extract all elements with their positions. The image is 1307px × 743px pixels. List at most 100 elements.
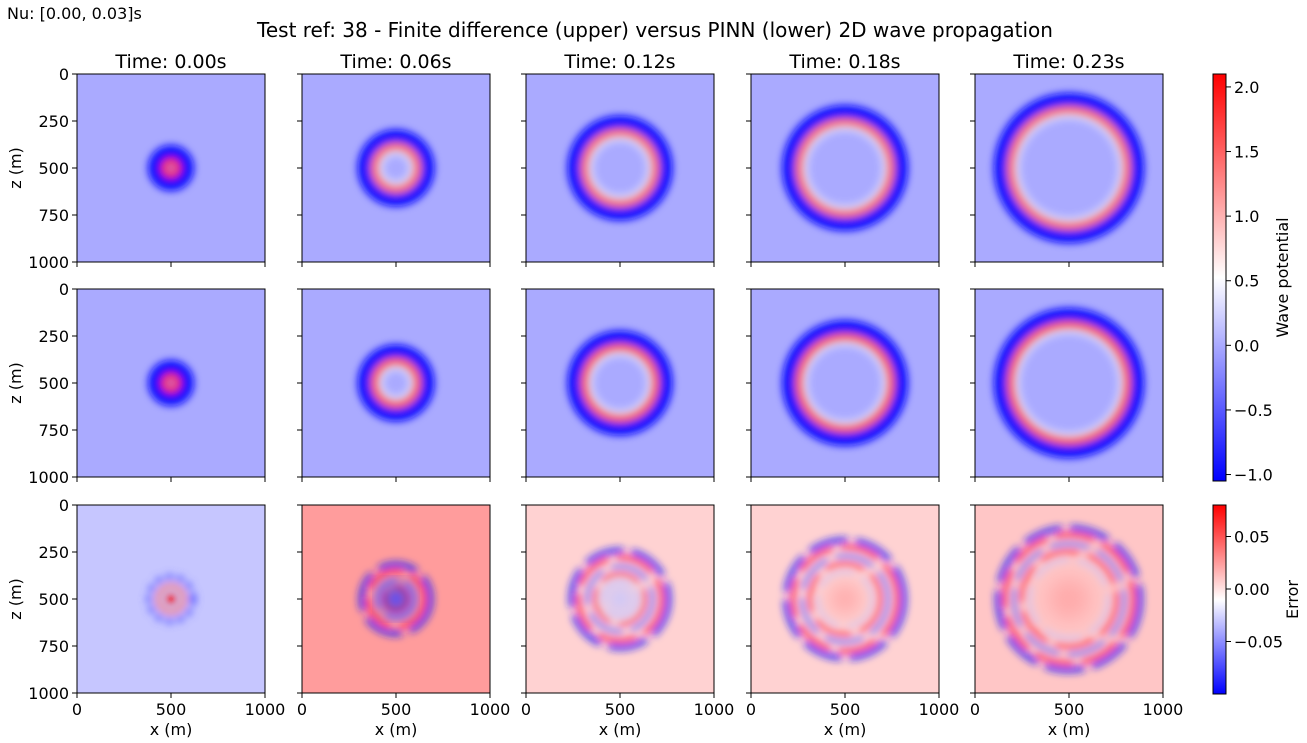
colorbar-tick-label: 0.00 <box>1234 580 1270 599</box>
wavefront-negative-ring <box>782 320 908 446</box>
y-tick-label: 750 <box>38 206 69 225</box>
colorbar-wave-potential: 2.0 1.5 1.0 0.5 0.0 −0.5 −1.0 Wave potential <box>1212 73 1292 485</box>
x-tick-label: 1000 <box>694 700 735 719</box>
column-time-title: Time: 0.18s <box>788 51 900 73</box>
y-tick-label: 500 <box>38 590 69 609</box>
panel-pinn-2 <box>521 288 715 482</box>
source-core <box>167 379 175 387</box>
error-ring <box>568 547 672 651</box>
error-ring <box>359 562 433 636</box>
colorbar-gradient <box>1213 74 1226 481</box>
heatmap-field <box>77 74 265 262</box>
heatmap-field <box>751 74 939 262</box>
column-time-title: Time: 0.00s <box>114 51 226 73</box>
panel-pinn-1 <box>297 288 491 482</box>
x-axis-label: x (m) <box>150 720 193 739</box>
wavefront-positive-ring <box>370 357 422 409</box>
heatmap-field <box>302 505 490 693</box>
colorbar-tick-label: 1.0 <box>1234 207 1259 226</box>
wavefront-positive-ring <box>795 333 895 433</box>
wavefront-positive-ring <box>580 343 660 423</box>
heatmap-field <box>77 505 265 693</box>
wavefront-negative-ring <box>567 115 673 221</box>
y-axis-label: z (m) <box>6 578 25 620</box>
x-tick-label: 0 <box>746 700 756 719</box>
panel-pinn-0: 0 250 500 750 1000 z (m) <box>6 280 266 487</box>
heatmap-field <box>975 505 1163 693</box>
error-core <box>384 587 408 611</box>
x-axis-label: x (m) <box>1048 720 1091 739</box>
heatmap-field <box>526 505 714 693</box>
y-tick-label: 750 <box>38 637 69 656</box>
wavefront-zero-ring <box>589 352 651 414</box>
colorbar-gradient <box>1213 505 1226 694</box>
error-ring <box>783 537 907 661</box>
wavefront-zero-ring <box>804 127 886 209</box>
x-tick-label: 0 <box>297 700 307 719</box>
y-tick-label: 500 <box>38 374 69 393</box>
x-tick-label: 500 <box>156 700 187 719</box>
colorbar-tick-label: 1.5 <box>1234 143 1259 162</box>
panel-finite-difference-2: Time: 0.12s <box>521 51 715 267</box>
x-tick-label: 1000 <box>919 700 960 719</box>
wavefront-zero-ring <box>804 342 886 424</box>
colorbar-frame <box>1212 504 1227 695</box>
x-tick-label: 500 <box>381 700 412 719</box>
panel-error-3: 0 500 1000 x (m) <box>746 504 960 739</box>
heatmap-background <box>302 74 490 262</box>
x-tick-label: 1000 <box>245 700 286 719</box>
x-tick-label: 0 <box>970 700 980 719</box>
wavefront-negative-ring <box>148 360 194 406</box>
error-ring <box>375 578 417 620</box>
panel-pinn-3 <box>746 288 940 482</box>
wavefront-positive-ring <box>370 142 422 194</box>
error-ring <box>146 574 196 624</box>
error-ring <box>800 554 890 644</box>
y-tick-label: 1000 <box>28 253 69 272</box>
wavefront-negative-ring <box>993 92 1145 244</box>
heatmap-field <box>526 289 714 477</box>
x-tick-label: 0 <box>521 700 531 719</box>
error-ring <box>156 584 186 614</box>
y-tick-label: 250 <box>38 543 69 562</box>
heatmap-background <box>751 289 939 477</box>
x-tick-label: 0 <box>72 700 82 719</box>
error-ring <box>816 570 874 628</box>
colorbar-tick-label: −0.05 <box>1234 633 1283 652</box>
wavefront-positive-ring <box>795 118 895 218</box>
heatmap-field <box>975 74 1163 262</box>
colorbars: 2.0 1.5 1.0 0.5 0.0 −0.5 −1.0 Wave potential 0.0… <box>1212 73 1302 695</box>
error-core <box>604 583 636 615</box>
error-ring <box>1028 558 1110 640</box>
colorbar-tick-label: 0.0 <box>1234 336 1259 355</box>
heatmap-field <box>77 289 265 477</box>
y-tick-label: 1000 <box>28 684 69 703</box>
x-tick-label: 1000 <box>470 700 511 719</box>
error-ring <box>601 580 639 618</box>
wavefront-zero-ring <box>1015 329 1123 437</box>
y-tick-label: 250 <box>38 112 69 131</box>
y-tick-label: 500 <box>38 159 69 178</box>
heatmap-background <box>751 74 939 262</box>
wavefront-positive-ring <box>161 158 181 178</box>
panel-finite-difference-4: Time: 0.23s <box>970 51 1164 267</box>
wavefront-positive-ring <box>580 128 660 208</box>
wavefront-zero-ring <box>379 151 413 185</box>
y-axis-label: z (m) <box>6 362 25 404</box>
colorbar-tick-label: 0.5 <box>1234 272 1259 291</box>
wavefront-zero-ring <box>379 366 413 400</box>
error-ring <box>576 555 664 643</box>
heatmap-field <box>751 289 939 477</box>
wavefront-zero-ring <box>1015 114 1123 222</box>
x-tick-label: 500 <box>605 700 636 719</box>
error-ring <box>808 562 882 636</box>
x-tick-label: 1000 <box>1143 700 1184 719</box>
error-ring <box>1002 532 1136 666</box>
x-tick-label: 500 <box>830 700 861 719</box>
x-tick-label: 500 <box>1054 700 1085 719</box>
x-axis-label: x (m) <box>824 720 867 739</box>
source-core <box>167 164 175 172</box>
y-tick-label: 0 <box>59 280 69 299</box>
colorbar-label: Wave potential <box>1273 217 1292 337</box>
y-axis-label: z (m) <box>6 147 25 189</box>
